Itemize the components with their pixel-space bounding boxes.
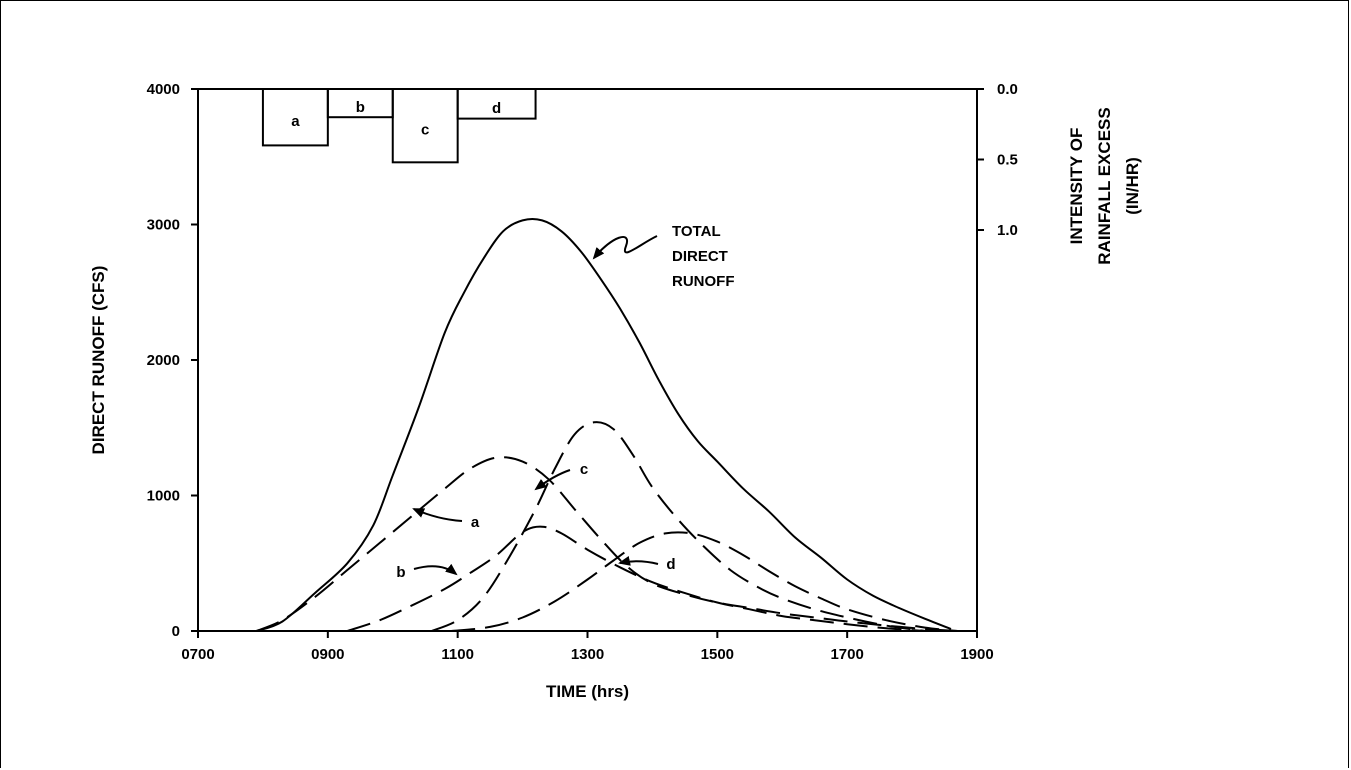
x-tick-label: 1100 — [441, 646, 474, 663]
y2-tick-label: 0.5 — [997, 152, 1018, 169]
y2-axis-title-line: RAINFALL EXCESS — [1095, 107, 1114, 264]
rainfall-block-c — [391, 88, 459, 164]
y2-axis-title-line: INTENSITY OF — [1067, 128, 1086, 245]
x-tick-label: 1500 — [701, 646, 734, 663]
x-tick-label: 1900 — [960, 646, 993, 663]
y-tick-label: 1000 — [147, 488, 180, 505]
x-axis-title: TIME (hrs) — [546, 682, 629, 701]
component-hydrograph-c — [431, 421, 926, 632]
curve-b-arrow — [413, 563, 458, 576]
x-tick-label: 0900 — [311, 646, 344, 663]
y-axis-title: DIRECT RUNOFF (CFS) — [89, 266, 108, 455]
curve-b-label: b — [396, 564, 405, 581]
rainfall-block-label: c — [421, 122, 429, 139]
y2-tick-label: 0.0 — [997, 81, 1018, 98]
component-hydrograph-b — [346, 525, 926, 632]
hydrograph-curves — [256, 218, 958, 632]
component-hydrograph-a — [256, 456, 958, 632]
curve-c-arrow — [534, 469, 571, 491]
axes — [191, 88, 984, 638]
curve-a-arrow — [412, 508, 463, 522]
total-label-line: DIRECT — [672, 248, 728, 265]
total-runoff-arrow — [592, 235, 658, 260]
curve-d-arrow — [618, 556, 659, 566]
total-direct-runoff-curve — [256, 218, 952, 632]
curve-a-label: a — [471, 514, 480, 531]
y2-axis-title-line: (IN/HR) — [1123, 157, 1142, 215]
total-label-line: TOTAL — [672, 223, 721, 240]
x-tick-label: 1700 — [830, 646, 863, 663]
x-tick-label: 1300 — [571, 646, 604, 663]
component-hydrograph-d — [451, 531, 958, 632]
y2-tick-label: 1.0 — [997, 222, 1018, 239]
rainfall-block-label: a — [291, 113, 300, 130]
x-tick-label: 0700 — [181, 646, 214, 663]
rainfall-block-label: d — [492, 100, 501, 117]
y-tick-label: 0 — [172, 623, 180, 640]
rainfall-block-d — [456, 88, 537, 120]
y-tick-label: 4000 — [147, 81, 180, 98]
curve-d-label: d — [666, 556, 675, 573]
tick-labels: 0700 0900 1100 1300 1500 1700 1900 0 1000 2000 300… — [147, 81, 1018, 663]
axis-titles: TIME (hrs) DIRECT RUNOFF (CFS) INTENSITY O… — [89, 107, 1142, 701]
y-tick-label: 3000 — [147, 217, 180, 234]
rainfall-excess-hyetograph: a b c d — [261, 88, 537, 164]
rainfall-block-label: b — [356, 99, 365, 116]
annotations: TOTAL DIRECT RUNOFF a b c d — [396, 223, 734, 581]
total-label-line: RUNOFF — [672, 273, 735, 290]
y-tick-label: 2000 — [147, 352, 180, 369]
curve-c-label: c — [580, 461, 588, 478]
